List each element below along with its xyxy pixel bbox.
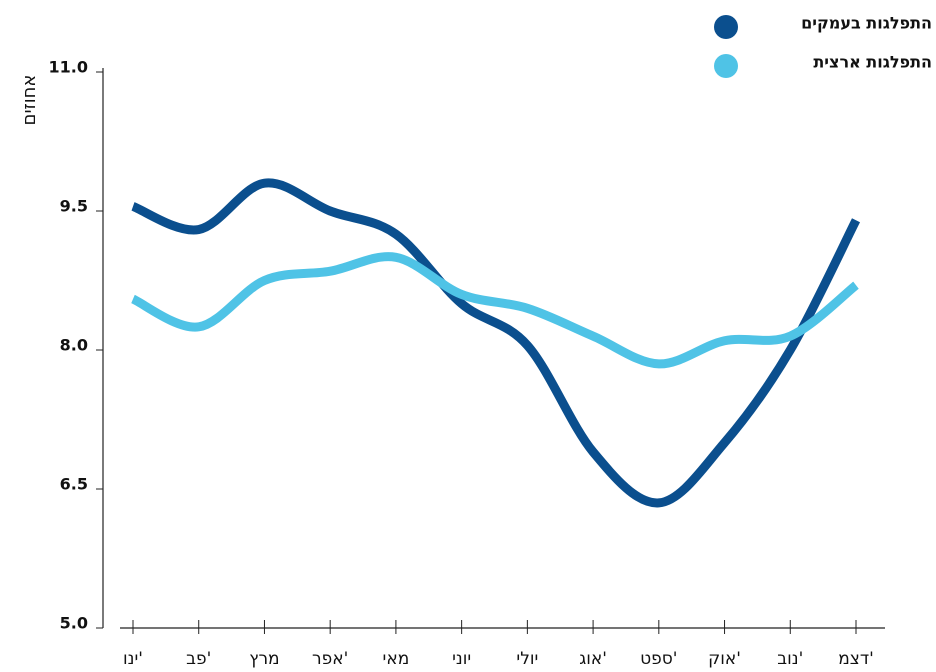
x-tick-label: ספט' (640, 649, 677, 669)
y-tick-label: 9.5 (60, 197, 88, 216)
y-tick-label: 6.5 (60, 475, 88, 494)
series-line (130, 252, 859, 369)
y-tick-label: 8.0 (60, 336, 88, 355)
legend-marker (714, 54, 738, 78)
x-tick-label: מאי (383, 649, 410, 669)
legend-label: התפלגות ארצית (813, 53, 932, 72)
x-tick-label: אפר' (312, 649, 348, 669)
x-tick-label: מרץ (249, 649, 279, 669)
x-tick-label: ינו' (123, 649, 143, 669)
x-tick-label: נוב' (777, 649, 803, 669)
legend-marker (714, 15, 738, 39)
x-tick-label: אוג' (579, 649, 607, 669)
y-axis-title: אחוזים (19, 75, 40, 126)
x-tick-label: דצמ' (838, 649, 874, 669)
x-tick-label: יולי (516, 649, 538, 669)
y-tick-label: 11.0 (49, 58, 88, 77)
x-tick-label: יוני (452, 649, 471, 669)
y-tick-label: 5.0 (60, 614, 88, 633)
series-line (131, 178, 861, 508)
x-tick-label: אוק' (708, 649, 741, 669)
x-tick-label: פב' (186, 649, 211, 669)
legend-label: התפלגות בעמקים (801, 14, 932, 33)
